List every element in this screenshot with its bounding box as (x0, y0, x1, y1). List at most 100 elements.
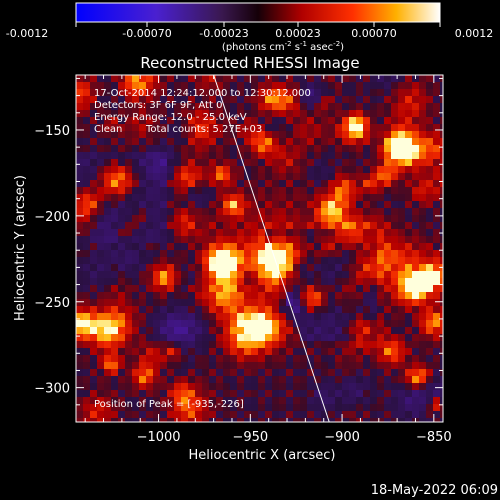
image-pixel (342, 243, 349, 250)
image-pixel (125, 152, 132, 159)
image-pixel (314, 320, 321, 327)
image-pixel (384, 215, 391, 222)
image-pixel (139, 383, 146, 390)
image-pixel (223, 222, 230, 229)
image-pixel (258, 362, 265, 369)
image-pixel (216, 152, 223, 159)
image-pixel (440, 194, 443, 201)
image-pixel (181, 313, 188, 320)
image-pixel (202, 96, 209, 103)
image-pixel (398, 75, 405, 82)
image-pixel (342, 131, 349, 138)
image-pixel (90, 180, 97, 187)
image-pixel (90, 201, 97, 208)
image-pixel (125, 222, 132, 229)
image-pixel (356, 201, 363, 208)
image-pixel (307, 187, 314, 194)
image-pixel (216, 397, 223, 404)
image-pixel (412, 292, 419, 299)
image-pixel (412, 306, 419, 313)
image-pixel (90, 166, 97, 173)
image-pixel (251, 187, 258, 194)
image-pixel (237, 201, 244, 208)
image-pixel (216, 418, 223, 422)
image-pixel (258, 397, 265, 404)
image-pixel (419, 418, 426, 422)
image-pixel (167, 215, 174, 222)
image-pixel (230, 341, 237, 348)
image-pixel (90, 404, 97, 411)
image-pixel (293, 292, 300, 299)
units-part: (photons cm (222, 42, 285, 53)
image-pixel (398, 327, 405, 334)
image-pixel (391, 257, 398, 264)
image-pixel (90, 145, 97, 152)
image-pixel (132, 222, 139, 229)
image-pixel (90, 334, 97, 341)
image-pixel (195, 355, 202, 362)
image-pixel (363, 159, 370, 166)
image-pixel (160, 285, 167, 292)
image-pixel (342, 348, 349, 355)
image-pixel (293, 75, 300, 82)
image-pixel (349, 369, 356, 376)
image-pixel (342, 187, 349, 194)
image-pixel (258, 187, 265, 194)
image-pixel (412, 82, 419, 89)
image-pixel (237, 271, 244, 278)
image-pixel (433, 229, 440, 236)
image-pixel (356, 166, 363, 173)
image-pixel (104, 257, 111, 264)
image-pixel (307, 138, 314, 145)
image-pixel (412, 411, 419, 418)
image-pixel (230, 390, 237, 397)
image-pixel (160, 166, 167, 173)
image-pixel (300, 103, 307, 110)
image-pixel (90, 299, 97, 306)
image-pixel (125, 327, 132, 334)
image-pixel (405, 96, 412, 103)
image-pixel (230, 376, 237, 383)
image-pixel (342, 159, 349, 166)
image-pixel (405, 292, 412, 299)
image-pixel (209, 390, 216, 397)
image-pixel (377, 243, 384, 250)
image-pixel (398, 222, 405, 229)
image-pixel (363, 278, 370, 285)
image-pixel (307, 404, 314, 411)
image-pixel (265, 194, 272, 201)
image-pixel (300, 243, 307, 250)
image-pixel (174, 145, 181, 152)
image-pixel (370, 299, 377, 306)
image-pixel (286, 222, 293, 229)
image-pixel (342, 166, 349, 173)
image-pixel (125, 306, 132, 313)
image-pixel (314, 271, 321, 278)
image-pixel (356, 82, 363, 89)
colorbar-tick-label: 0.0012 (455, 27, 494, 40)
image-pixel (321, 362, 328, 369)
image-pixel (349, 327, 356, 334)
image-pixel (132, 89, 139, 96)
image-pixel (384, 264, 391, 271)
image-pixel (335, 215, 342, 222)
image-pixel (146, 299, 153, 306)
image-pixel (307, 264, 314, 271)
rhessi-image (76, 75, 443, 422)
image-pixel (384, 110, 391, 117)
image-pixel (272, 187, 279, 194)
image-pixel (370, 320, 377, 327)
image-pixel (174, 292, 181, 299)
image-pixel (90, 173, 97, 180)
image-pixel (370, 180, 377, 187)
image-pixel (209, 236, 216, 243)
image-pixel (391, 278, 398, 285)
image-pixel (335, 89, 342, 96)
image-pixel (188, 152, 195, 159)
image-pixel (328, 313, 335, 320)
image-pixel (223, 397, 230, 404)
image-pixel (335, 124, 342, 131)
image-pixel (202, 215, 209, 222)
image-pixel (440, 397, 443, 404)
image-pixel (335, 180, 342, 187)
